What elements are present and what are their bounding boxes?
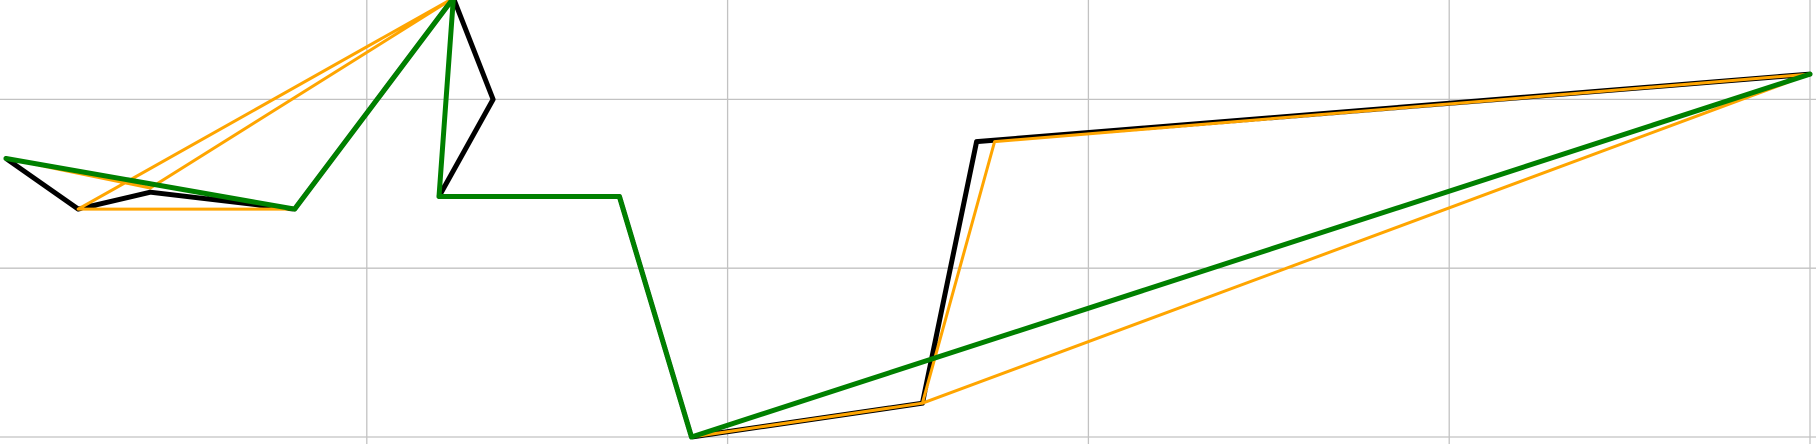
series-line-0 [3,0,1813,440]
series-line-2 [3,0,1813,440]
series-line-1 [4,0,1812,439]
series-group [3,0,1813,440]
